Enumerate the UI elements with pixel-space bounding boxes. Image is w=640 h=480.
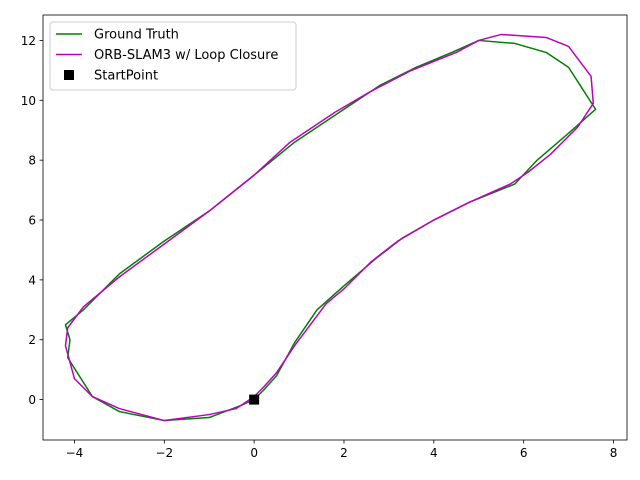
axes-frame — [42, 14, 628, 441]
series-group — [64, 33, 597, 422]
y-tick-label: 6 — [28, 214, 36, 228]
legend-box — [49, 21, 297, 91]
x-tick-label: 2 — [340, 446, 348, 460]
legend-label-ground-truth: Ground Truth — [94, 28, 179, 43]
y-tick-label: 4 — [28, 273, 36, 287]
legend-label-start-point: StartPoint — [94, 69, 158, 84]
y-tick-label: 0 — [28, 393, 36, 407]
x-tick-label: 6 — [520, 446, 528, 460]
x-tick-label: −2 — [155, 446, 173, 460]
start-point-marker — [249, 394, 260, 405]
series-line-orb-slam3 — [64, 33, 595, 422]
x-tick-label: −4 — [66, 446, 84, 460]
y-tick-label: 8 — [28, 154, 36, 168]
legend-swatch-start-point — [64, 70, 74, 80]
axes: −4 −2 0 2 4 6 8 0 2 4 6 8 10 12 — [21, 14, 628, 460]
y-tick-label: 2 — [28, 333, 36, 347]
x-tick-label: 0 — [250, 446, 258, 460]
x-tick-label: 8 — [610, 446, 618, 460]
x-tick-label: 4 — [430, 446, 438, 460]
legend: Ground Truth ORB-SLAM3 w/ Loop Closure Sta… — [49, 21, 297, 91]
y-tick-label: 10 — [21, 94, 36, 108]
y-tick-label: 12 — [21, 34, 36, 48]
plot-area — [64, 33, 597, 422]
legend-label-orb-slam3: ORB-SLAM3 w/ Loop Closure — [94, 48, 278, 63]
